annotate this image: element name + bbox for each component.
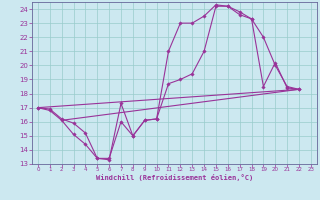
X-axis label: Windchill (Refroidissement éolien,°C): Windchill (Refroidissement éolien,°C) [96, 174, 253, 181]
